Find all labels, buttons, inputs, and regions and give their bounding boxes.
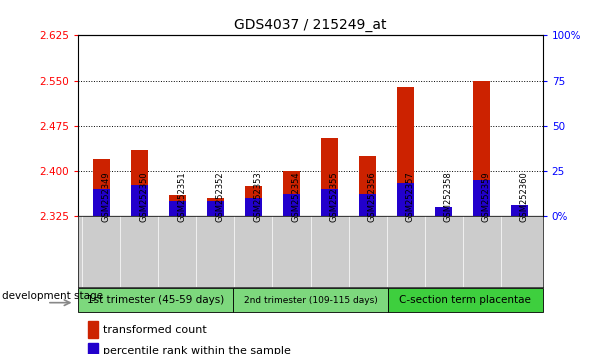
Text: GSM252357: GSM252357 (406, 171, 415, 222)
Bar (245, 186, 262, 216)
Text: development stage: development stage (2, 291, 103, 301)
Text: GSM252351: GSM252351 (177, 171, 186, 222)
Text: GSM252353: GSM252353 (253, 171, 262, 222)
Bar (321, 189, 338, 216)
Text: GSM252356: GSM252356 (368, 171, 377, 222)
Bar (207, 198, 224, 216)
Text: GSM252358: GSM252358 (444, 171, 453, 222)
Bar (435, 213, 452, 216)
Bar (473, 81, 490, 216)
Bar (473, 180, 490, 216)
Text: C-section term placentae: C-section term placentae (399, 295, 531, 305)
Bar (397, 87, 414, 216)
Bar (169, 201, 186, 216)
Text: GSM252352: GSM252352 (215, 171, 224, 222)
Text: GSM252350: GSM252350 (139, 171, 148, 222)
FancyBboxPatch shape (78, 288, 233, 312)
Text: 2nd trimester (109-115 days): 2nd trimester (109-115 days) (244, 296, 377, 304)
Text: GSM252360: GSM252360 (520, 171, 529, 222)
Bar (93, 189, 110, 216)
Bar (283, 194, 300, 216)
Bar (359, 194, 376, 216)
Title: GDS4037 / 215249_at: GDS4037 / 215249_at (235, 18, 387, 32)
Bar (321, 138, 338, 216)
Bar (93, 159, 110, 216)
Text: GSM252359: GSM252359 (482, 171, 491, 222)
Bar (511, 212, 528, 216)
Text: percentile rank within the sample: percentile rank within the sample (103, 346, 291, 354)
Bar (207, 201, 224, 216)
Bar (435, 207, 452, 216)
Text: 1st trimester (45-59 days): 1st trimester (45-59 days) (87, 295, 224, 305)
Bar (87, 343, 98, 354)
Bar (397, 183, 414, 216)
FancyBboxPatch shape (233, 288, 388, 312)
Bar (511, 205, 528, 216)
Text: GSM252355: GSM252355 (330, 171, 338, 222)
Bar (359, 156, 376, 216)
Text: GSM252354: GSM252354 (291, 171, 300, 222)
Bar (169, 195, 186, 216)
Bar (131, 185, 148, 216)
Text: transformed count: transformed count (103, 325, 206, 335)
FancyBboxPatch shape (388, 288, 543, 312)
Bar (283, 171, 300, 216)
Bar (87, 321, 98, 338)
Bar (245, 198, 262, 216)
Bar (131, 150, 148, 216)
Text: GSM252349: GSM252349 (101, 171, 110, 222)
